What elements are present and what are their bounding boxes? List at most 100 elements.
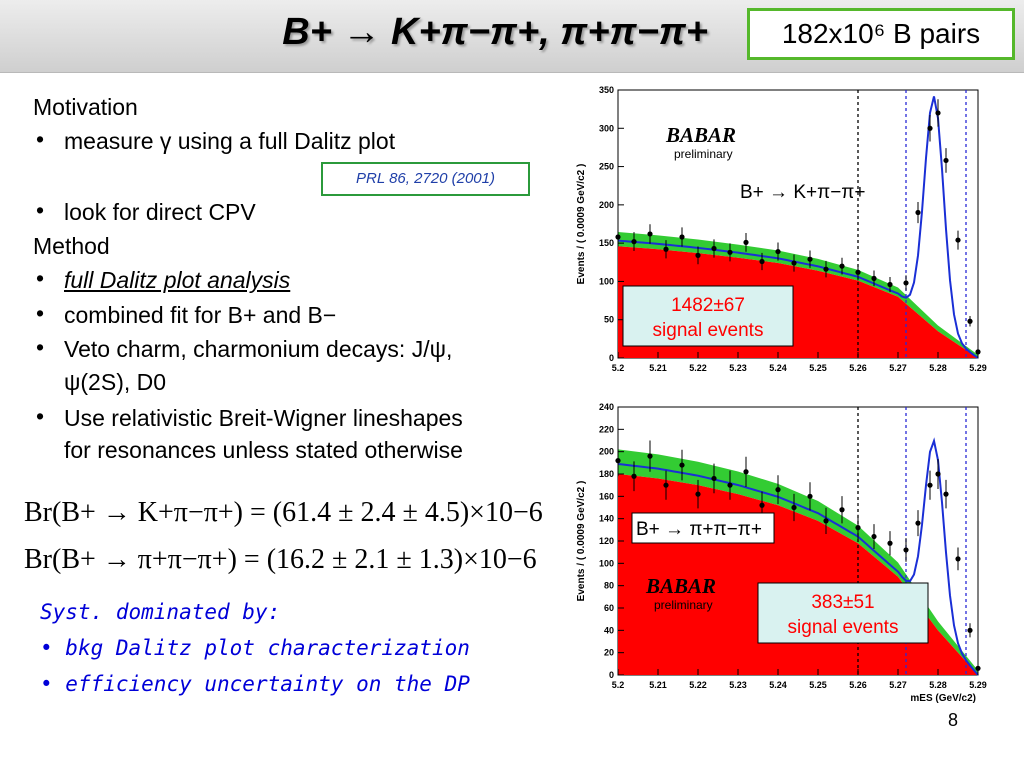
b-pairs-box: 182x10⁶ B pairs	[747, 8, 1015, 60]
data-point	[955, 556, 961, 562]
fit-curve	[617, 437, 979, 676]
data-point	[695, 252, 701, 258]
x-tick-label: 5.2	[612, 363, 625, 373]
decay-label-box	[631, 512, 775, 544]
mass-plots: 5.2 5.21 5.22 5.23 5.24 5.25 5.26 5.27 5.28 5.29 0…	[576, 85, 987, 704]
signal-events-box	[757, 582, 929, 644]
branching-ratio-kpipi: Br(B+ → K+π−π+) = (61.4 ± 2.4 ± 4.5)×10−…	[24, 497, 543, 528]
data-point	[935, 110, 941, 116]
method-heading: Method	[33, 233, 110, 259]
x-tick-label: 5.28	[929, 680, 947, 690]
x-tick-label: 5.2	[612, 680, 625, 690]
data-point	[711, 475, 717, 482]
x-tick-label: 5.29	[969, 680, 987, 690]
bullet-combined: combined fit for B+ and B−	[64, 302, 337, 328]
decay-label: B+ → π+π−π+	[636, 519, 762, 540]
signal-count: 1482±67	[671, 295, 745, 316]
y-tick-label: 240	[599, 402, 614, 412]
data-point	[871, 533, 877, 540]
data-point	[839, 507, 845, 513]
data-point	[679, 234, 685, 240]
bullet-dalitz: full Dalitz plot analysis	[64, 267, 291, 293]
signal-count: 383±51	[811, 592, 874, 613]
data-point	[955, 237, 961, 243]
data-point	[647, 453, 653, 459]
background-band	[618, 449, 978, 675]
title-bar: B+ → K+π−π+, π+π−π+ 182x10⁶ B pairs	[0, 0, 1024, 73]
y-tick-label: 140	[599, 514, 614, 524]
y-tick-label: 200	[599, 447, 614, 457]
x-tick-label: 5.25	[809, 363, 827, 373]
y-tick-label: 50	[604, 315, 614, 325]
syst-item: • efficiency uncertainty on the DP	[40, 672, 470, 696]
y-tick-label: 350	[599, 85, 614, 95]
data-point	[975, 665, 981, 671]
bullet-veto-line1: Veto charm, charmonium decays: J/ψ,	[64, 336, 453, 362]
x-tick-label: 5.22	[689, 363, 707, 373]
y-tick-label: 300	[599, 123, 614, 133]
data-point	[887, 281, 893, 288]
y-tick-label: 100	[599, 276, 614, 286]
y-tick-label: 0	[609, 670, 614, 680]
signal-events-box	[622, 285, 794, 347]
data-point	[943, 491, 949, 497]
background-band	[618, 231, 978, 358]
data-point	[855, 525, 861, 531]
y-axis-label: Events / ( 0.0009 GeV/c2 )	[576, 481, 587, 602]
x-tick-label: 5.27	[889, 680, 907, 690]
x-tick-label: 5.21	[649, 363, 667, 373]
babar-logo: BABAR	[665, 123, 736, 147]
data-point	[823, 518, 829, 524]
data-point	[679, 462, 685, 468]
x-tick-label: 5.22	[689, 680, 707, 690]
y-tick-label: 100	[599, 558, 614, 568]
data-point	[727, 482, 733, 488]
data-point	[915, 520, 921, 526]
data-point	[775, 248, 781, 255]
data-point	[631, 239, 637, 245]
bullet-icon: •	[36, 334, 45, 360]
data-point	[975, 349, 981, 355]
data-point	[711, 245, 717, 252]
x-tick-label: 5.27	[889, 363, 907, 373]
data-point	[935, 471, 941, 477]
data-point	[759, 258, 765, 265]
y-tick-label: 250	[599, 162, 614, 172]
data-point	[631, 473, 637, 479]
y-tick-label: 80	[604, 581, 614, 591]
slide-title: B+ → K+π−π+, π+π−π+	[282, 11, 708, 53]
y-tick-label: 0	[609, 353, 614, 363]
bullet-bw-line2: for resonances unless stated otherwise	[64, 437, 463, 463]
data-point	[791, 260, 797, 266]
preliminary-label: preliminary	[674, 147, 733, 161]
x-tick-label: 5.25	[809, 680, 827, 690]
y-tick-label: 120	[599, 536, 614, 546]
decay-label: B+ → K+π−π+	[740, 182, 866, 203]
bullet-cpv: look for direct CPV	[64, 199, 256, 225]
data-point	[887, 540, 893, 546]
data-point	[663, 246, 669, 252]
data-point	[727, 249, 733, 255]
data-point	[791, 504, 797, 511]
bullet-veto-line2: ψ(2S), D0	[64, 369, 167, 395]
motivation-heading: Motivation	[33, 94, 138, 120]
data-point	[615, 234, 621, 240]
data-point	[695, 491, 701, 497]
x-tick-label: 5.23	[729, 680, 747, 690]
y-tick-label: 200	[599, 200, 614, 210]
data-point	[927, 482, 933, 488]
x-tick-label: 5.29	[969, 363, 987, 373]
y-tick-label: 20	[604, 648, 614, 658]
fit-curve	[617, 96, 979, 359]
data-point	[743, 469, 749, 475]
data-point	[967, 318, 973, 324]
branching-ratio-pipipi: Br(B+ → π+π−π+) = (16.2 ± 2.1 ± 1.3)×10−…	[24, 544, 537, 575]
syst-item: • bkg Dalitz plot characterization	[40, 636, 470, 660]
y-tick-label: 160	[599, 491, 614, 501]
data-point	[839, 263, 845, 269]
data-point	[855, 269, 861, 275]
data-point	[903, 547, 909, 553]
bullet-bw-line1: Use relativistic Breit-Wigner lineshapes	[64, 405, 463, 431]
data-point	[927, 125, 933, 131]
babar-logo: BABAR	[645, 574, 716, 598]
